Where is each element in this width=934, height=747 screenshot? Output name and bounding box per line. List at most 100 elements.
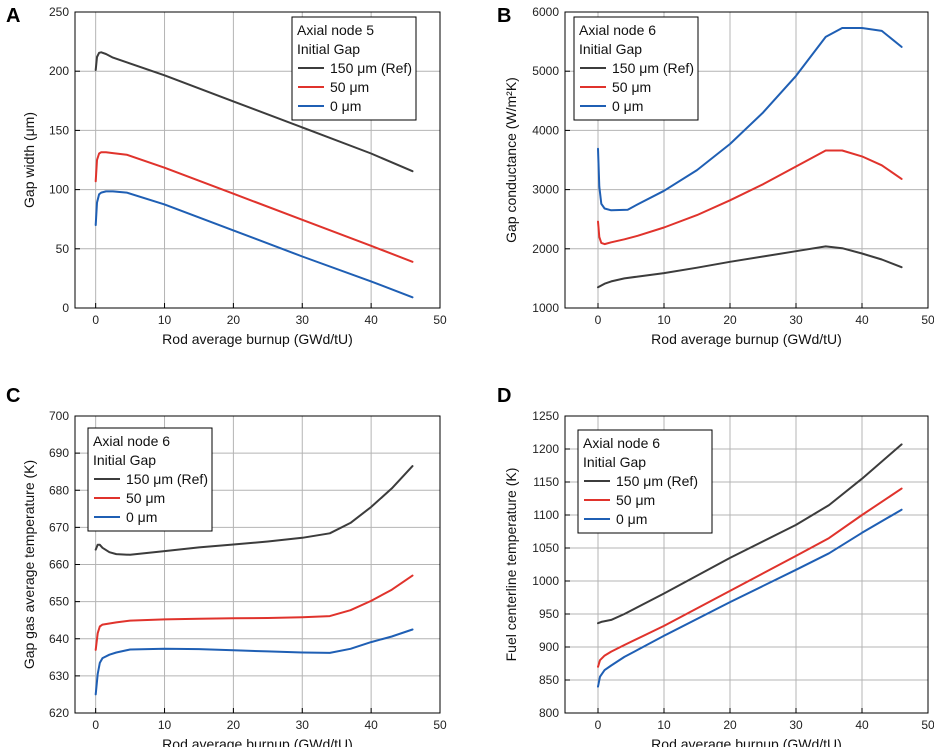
legend-entry-label: 50 μm bbox=[330, 79, 369, 95]
legend-entry-label: 150 μm (Ref) bbox=[612, 60, 694, 76]
x-tick-label: 0 bbox=[595, 313, 602, 327]
y-tick-label: 4000 bbox=[532, 123, 559, 137]
plot-frame bbox=[564, 415, 929, 714]
y-tick-label: 700 bbox=[49, 409, 69, 423]
x-tick-label: 50 bbox=[921, 718, 934, 732]
x-tick-label: 20 bbox=[723, 313, 737, 327]
x-tick-label: 30 bbox=[296, 718, 310, 732]
legend: Axial node 5 Initial Gap 150 μm (Ref) 50 μm… bbox=[291, 16, 417, 121]
legend-header: Axial node 6 bbox=[579, 22, 656, 38]
legend-header: Axial node 5 bbox=[297, 22, 374, 38]
y-tick-label: 670 bbox=[49, 520, 69, 534]
y-tick-label: 800 bbox=[539, 706, 559, 720]
x-tick-label: 20 bbox=[227, 718, 241, 732]
series-line-3 bbox=[94, 190, 414, 299]
y-axis-title: Gap gas average temperature (K) bbox=[21, 460, 37, 669]
y-tick-label: 1150 bbox=[533, 475, 559, 489]
legend: Axial node 6 Initial Gap 150 μm (Ref) 50 μm… bbox=[87, 427, 213, 532]
legend-entry-label: 50 μm bbox=[126, 490, 165, 506]
legend-header: Axial node 6 bbox=[583, 435, 660, 451]
x-tick-label: 30 bbox=[296, 313, 310, 327]
legend: Axial node 6 Initial Gap 150 μm (Ref) 50 μm… bbox=[573, 16, 699, 121]
y-tick-label: 50 bbox=[56, 242, 70, 256]
legend-entry-label: 0 μm bbox=[612, 98, 643, 114]
series-line-1 bbox=[94, 465, 414, 556]
x-tick-label: 40 bbox=[855, 313, 869, 327]
y-tick-label: 3000 bbox=[532, 183, 559, 197]
series-line-2 bbox=[94, 574, 414, 651]
y-tick-label: 2000 bbox=[532, 242, 559, 256]
panel-d: D 0 10 20 30 40 50 800 850 900 950 1000 1050 1100 1150… bbox=[497, 385, 934, 747]
y-tick-label: 1250 bbox=[532, 409, 559, 423]
legend-entry-label: 0 μm bbox=[330, 98, 361, 114]
x-tick-label: 20 bbox=[227, 313, 241, 327]
legend-header: Initial Gap bbox=[583, 454, 646, 470]
y-tick-label: 100 bbox=[49, 183, 69, 197]
x-tick-label: 40 bbox=[855, 718, 869, 732]
x-tick-label: 10 bbox=[158, 313, 172, 327]
y-tick-label: 900 bbox=[539, 640, 559, 654]
y-tick-label: 1200 bbox=[532, 442, 559, 456]
y-tick-label: 620 bbox=[49, 706, 69, 720]
x-tick-label: 30 bbox=[789, 313, 803, 327]
legend-header: Initial Gap bbox=[297, 41, 360, 57]
series-line-2 bbox=[94, 151, 414, 263]
legend-entry-label: 0 μm bbox=[126, 509, 157, 525]
x-axis-title: Rod average burnup (GWd/tU) bbox=[651, 331, 842, 347]
x-tick-label: 10 bbox=[158, 718, 172, 732]
x-tick-label: 20 bbox=[723, 718, 737, 732]
series-line-2 bbox=[597, 149, 903, 246]
x-axis-title: Rod average burnup (GWd/tU) bbox=[162, 331, 353, 347]
x-tick-label: 50 bbox=[433, 313, 447, 327]
x-tick-label: 50 bbox=[433, 718, 447, 732]
x-axis-title: Rod average burnup (GWd/tU) bbox=[651, 736, 842, 747]
legend-header: Initial Gap bbox=[93, 452, 156, 468]
plot-frame bbox=[74, 11, 441, 309]
x-tick-label: 30 bbox=[789, 718, 803, 732]
y-tick-label: 150 bbox=[49, 123, 69, 137]
series-line-3 bbox=[597, 27, 903, 212]
y-axis-title: Gap conductance (W/m²K) bbox=[503, 77, 519, 243]
x-tick-label: 10 bbox=[657, 313, 671, 327]
y-tick-label: 850 bbox=[539, 673, 559, 687]
legend: Axial node 6 Initial Gap 150 μm (Ref) 50 μm… bbox=[577, 429, 713, 534]
y-axis-title: Fuel centerline temperature (K) bbox=[503, 468, 519, 662]
series-line-3 bbox=[94, 628, 414, 696]
y-tick-label: 1000 bbox=[532, 574, 559, 588]
y-tick-label: 680 bbox=[49, 483, 69, 497]
panel-a: A 0 10 20 30 40 50 0 50 100 150 200 250 Rod average b… bbox=[6, 5, 447, 347]
legend-entry-label: 0 μm bbox=[616, 511, 647, 527]
y-tick-label: 950 bbox=[539, 607, 559, 621]
panel-letter: A bbox=[6, 5, 20, 27]
legend-entry-label: 150 μm (Ref) bbox=[126, 471, 208, 487]
panel-letter: D bbox=[497, 385, 511, 407]
series-line-2 bbox=[597, 487, 903, 668]
y-tick-label: 1100 bbox=[533, 508, 559, 522]
series-line-3 bbox=[597, 508, 903, 688]
y-tick-label: 1000 bbox=[532, 301, 559, 315]
legend-header: Initial Gap bbox=[579, 41, 642, 57]
panel-letter: B bbox=[497, 5, 511, 27]
x-tick-label: 50 bbox=[921, 313, 934, 327]
panel-letter: C bbox=[6, 385, 20, 407]
legend-header: Axial node 6 bbox=[93, 433, 170, 449]
y-tick-label: 630 bbox=[49, 669, 69, 683]
series-line-1 bbox=[94, 51, 414, 173]
x-tick-label: 0 bbox=[92, 718, 99, 732]
y-tick-label: 6000 bbox=[532, 5, 559, 19]
y-tick-label: 200 bbox=[49, 64, 69, 78]
x-tick-label: 40 bbox=[364, 313, 378, 327]
panel-c: C 0 10 20 30 40 50 620 630 640 650 660 670 680 690 700 R… bbox=[6, 385, 447, 747]
y-tick-label: 640 bbox=[49, 632, 69, 646]
x-axis-title: Rod average burnup (GWd/tU) bbox=[162, 736, 353, 747]
legend-entry-label: 50 μm bbox=[612, 79, 651, 95]
plot-frame bbox=[564, 11, 929, 309]
y-tick-label: 5000 bbox=[532, 64, 559, 78]
y-tick-label: 660 bbox=[49, 558, 69, 572]
legend-entry-label: 150 μm (Ref) bbox=[330, 60, 412, 76]
y-tick-label: 650 bbox=[49, 595, 69, 609]
series-line-1 bbox=[597, 245, 903, 289]
y-axis-title: Gap width (μm) bbox=[21, 112, 37, 208]
y-tick-label: 690 bbox=[49, 446, 69, 460]
